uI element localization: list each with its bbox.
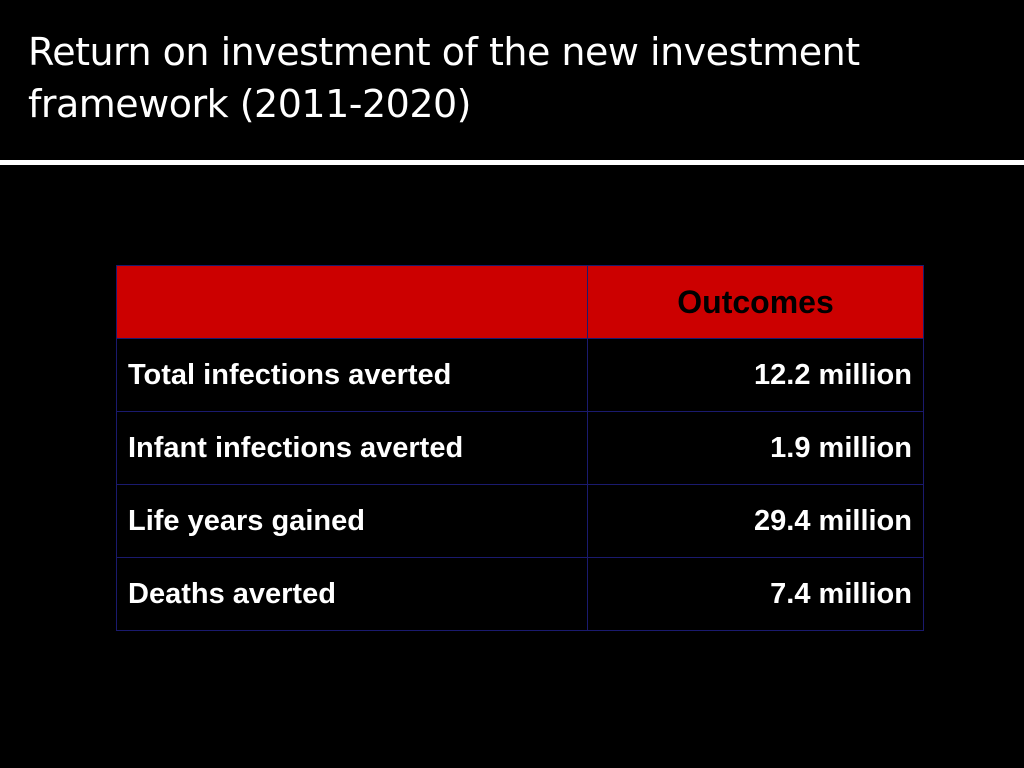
row-value: 12.2 million	[587, 338, 924, 412]
table-row: Total infections averted 12.2 million	[116, 338, 924, 412]
row-value: 29.4 million	[587, 484, 924, 558]
slide-title: Return on investment of the new investme…	[28, 30, 860, 126]
row-label: Deaths averted	[116, 557, 588, 631]
row-label: Infant infections averted	[116, 411, 588, 485]
header-cell-outcomes: Outcomes	[587, 265, 924, 339]
row-value: 7.4 million	[587, 557, 924, 631]
table-row: Infant infections averted 1.9 million	[116, 411, 924, 485]
title-divider	[0, 160, 1024, 165]
row-value: 1.9 million	[587, 411, 924, 485]
table-row: Deaths averted 7.4 million	[116, 557, 924, 631]
row-label: Total infections averted	[116, 338, 588, 412]
table-row: Life years gained 29.4 million	[116, 484, 924, 558]
table-header-row: Outcomes	[116, 265, 924, 339]
row-label: Life years gained	[116, 484, 588, 558]
outcomes-table: Outcomes Total infections averted 12.2 m…	[116, 265, 924, 631]
header-cell-label	[116, 265, 588, 339]
